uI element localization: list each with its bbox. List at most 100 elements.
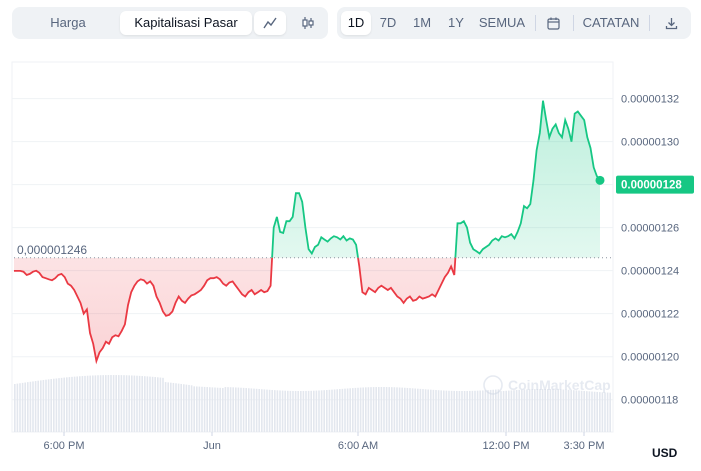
currency-label: USD (652, 446, 678, 460)
y-axis: 0.00000132 0.00000130 0.00000126 0.00000124… (621, 94, 679, 407)
volume-bar (458, 390, 461, 432)
tab-market-cap[interactable]: Kapitalisasi Pasar (120, 11, 252, 35)
volume-bar (531, 389, 533, 432)
watermark: CoinMarketCap (483, 375, 611, 395)
volume-bar (235, 387, 237, 432)
y-tick-label: 0.00000118 (621, 395, 678, 407)
volume-bar (359, 387, 362, 432)
volume-bar (505, 390, 507, 432)
volume-bar (575, 390, 578, 432)
volume-bar (133, 375, 136, 432)
volume-bar (323, 390, 325, 432)
volume-bar (432, 389, 435, 432)
volume-bar (606, 392, 609, 432)
volume-bar (203, 386, 206, 432)
volume-bar (320, 390, 323, 432)
volume-bar (482, 390, 484, 432)
volume-bar (437, 390, 440, 432)
volume-bar (214, 387, 216, 432)
volume-bar (349, 388, 351, 432)
notes-button[interactable]: CATATAN (582, 15, 640, 30)
volume-bar (151, 376, 154, 432)
volume-bar (84, 375, 86, 432)
volume-bar (372, 387, 375, 432)
current-price-label: 0.00000128 (621, 180, 682, 192)
volume-bar (175, 383, 177, 432)
volume-bar (466, 390, 468, 432)
volume-bar (404, 387, 406, 432)
calendar-icon-glyph (546, 17, 560, 30)
volume-bar (352, 388, 354, 432)
volume-bar (367, 387, 370, 432)
volume-bar (489, 389, 492, 432)
y-tick-label: 0.00000130 (621, 137, 679, 149)
volume-bar (365, 387, 367, 432)
volume-bar (287, 390, 289, 432)
volume-bar (255, 388, 258, 432)
line-chart-icon-glyph (263, 17, 277, 29)
volume-bar (487, 390, 489, 432)
range-1m[interactable]: 1M (412, 15, 432, 30)
calendar-icon[interactable] (537, 11, 569, 35)
volume-bar (492, 389, 494, 432)
volume-bar (318, 390, 320, 432)
volume-bar (240, 387, 242, 432)
volume-bar (586, 391, 588, 432)
volume-bar (567, 389, 570, 432)
volume-bar (73, 376, 76, 432)
download-icon[interactable] (655, 11, 687, 35)
volume-bar (206, 387, 208, 432)
volume-bar (250, 388, 253, 432)
volume-bar (305, 390, 307, 432)
volume-bar (227, 387, 229, 432)
range-1d[interactable]: 1D (341, 11, 371, 35)
volume-bar (120, 375, 123, 432)
volume-bar (185, 384, 188, 432)
volume-bar (383, 387, 385, 432)
volume-bar (232, 387, 234, 432)
candlestick-icon[interactable] (292, 11, 324, 35)
volume-bar (159, 377, 162, 432)
volume-bar (401, 387, 403, 432)
volume-bar (34, 381, 37, 432)
range-all[interactable]: SEMUA (478, 15, 526, 30)
volume-bar (414, 388, 416, 432)
download-icon-glyph (665, 17, 677, 29)
price-chart[interactable]: CoinMarketCap 0,000001246 0.000001320.00… (0, 48, 701, 471)
price-line-up (271, 100, 601, 258)
y-tick-label: 0.00000124 (621, 266, 679, 278)
volume-bar (188, 384, 190, 432)
range-1y[interactable]: 1Y (448, 15, 464, 30)
line-chart-icon[interactable] (254, 11, 286, 35)
volume-bar (144, 376, 146, 432)
volume-bar (523, 389, 526, 432)
volume-bar (141, 376, 143, 432)
volume-bar (50, 379, 52, 432)
volume-bar (388, 387, 390, 432)
volume-bar (409, 388, 411, 432)
volume-bar (47, 379, 50, 432)
volume-bar (211, 387, 214, 432)
volume-bar (99, 375, 102, 432)
volume-bar (307, 390, 310, 432)
x-tick-label: 3:30 PM (564, 440, 605, 452)
volume-bar (81, 376, 84, 432)
area-below-open (14, 257, 600, 361)
volume-bar (578, 390, 580, 432)
volume-bar (138, 375, 141, 432)
volume-bar (157, 377, 159, 432)
volume-bar (58, 378, 60, 432)
volume-bar (570, 390, 572, 432)
volume-bar (79, 376, 81, 432)
range-7d[interactable]: 7D (379, 15, 397, 30)
volume-bar (536, 389, 539, 432)
volume-bar (406, 387, 409, 432)
tab-price[interactable]: Harga (50, 15, 86, 30)
volume-bar (180, 383, 182, 432)
volume-bar (591, 391, 593, 432)
volume-bar (604, 392, 606, 432)
volume-bar (86, 375, 89, 432)
volume-bar (183, 384, 185, 432)
volume-bar (261, 389, 263, 432)
current-price-dot (595, 175, 605, 185)
